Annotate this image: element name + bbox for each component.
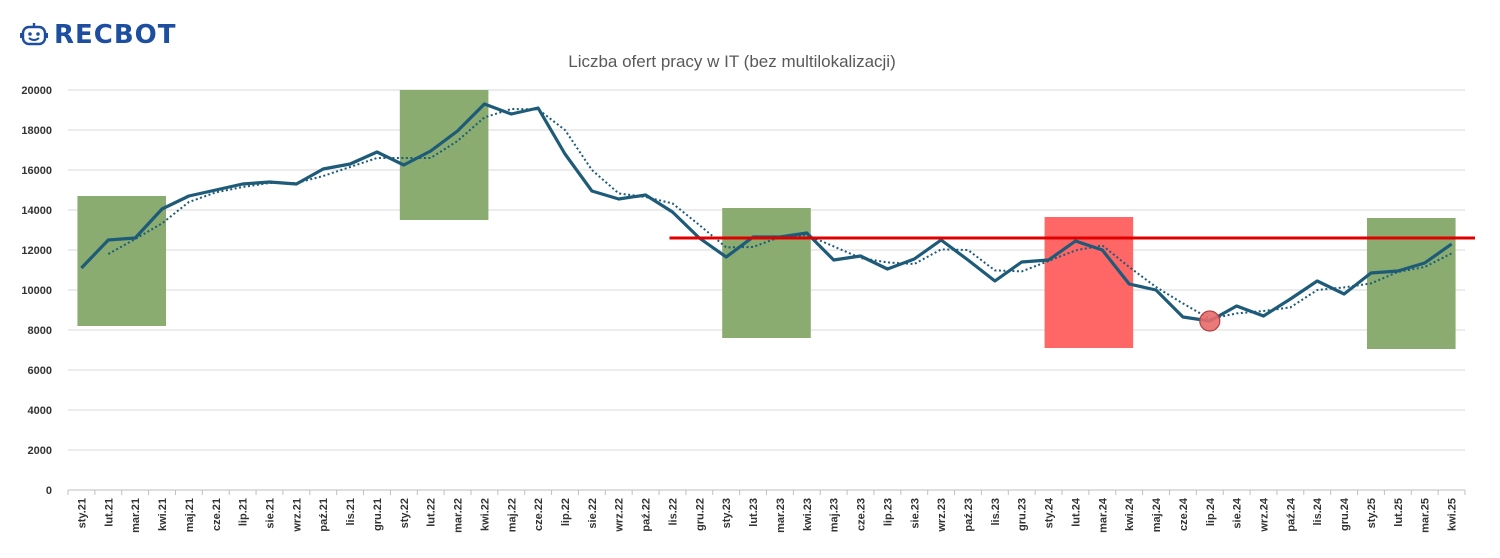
- x-tick-label: kwi.21: [157, 498, 169, 531]
- x-tick-label: sie.22: [587, 498, 599, 529]
- highlight-box: [1366, 218, 1456, 349]
- x-tick-label: kwi.23: [802, 498, 814, 531]
- x-tick-label: kwi.25: [1447, 498, 1459, 531]
- y-tick-label: 6000: [28, 365, 52, 377]
- x-tick-label: lis.23: [990, 498, 1002, 526]
- x-tick-label: mar.24: [1097, 497, 1109, 533]
- x-tick-label: cze.24: [1178, 497, 1190, 531]
- x-tick-label: lip.21: [238, 498, 250, 526]
- trend-line: [107, 108, 1453, 320]
- x-tick-label: cze.22: [533, 498, 545, 531]
- highlight-box: [722, 208, 811, 338]
- highlight-box: [77, 196, 167, 326]
- x-tick-label: sie.23: [909, 498, 921, 529]
- x-tick-label: kwi.24: [1124, 497, 1136, 531]
- x-tick-label: paź.21: [318, 498, 330, 532]
- highlight-marker: [1199, 310, 1221, 332]
- y-tick-label: 14000: [21, 205, 52, 217]
- x-tick-label: lip.24: [1205, 497, 1217, 526]
- x-tick-label: lut.24: [1070, 497, 1082, 527]
- x-tick-label: lis.21: [345, 498, 357, 526]
- x-tick-label: gru.23: [1017, 498, 1029, 531]
- x-tick-label: mar.22: [453, 498, 465, 533]
- x-tick-label: lut.25: [1393, 498, 1405, 527]
- x-tick-label: sie.21: [264, 498, 276, 529]
- y-tick-label: 20000: [21, 85, 52, 97]
- x-tick-label: maj.24: [1151, 497, 1163, 532]
- y-tick-label: 4000: [28, 405, 52, 417]
- y-axis: 0 2000 4000 6000 8000 10000 12000 14000 16000 180…: [21, 85, 52, 497]
- y-tick-label: 8000: [28, 325, 52, 337]
- y-tick-label: 16000: [21, 165, 52, 177]
- x-tick-label: sie.24: [1232, 497, 1244, 528]
- x-tick-label: kwi.22: [479, 498, 491, 531]
- x-tick-label: sty.24: [1044, 497, 1056, 528]
- x-tick-label: paź.24: [1285, 497, 1297, 532]
- x-tick-label: gru.21: [372, 498, 384, 531]
- brand-logo: RECBOT: [20, 18, 177, 52]
- x-tick-label: gru.24: [1339, 497, 1351, 531]
- chart-title: Liczba ofert pracy w IT (bez multilokali…: [568, 52, 896, 71]
- marker-layer: [1199, 310, 1221, 332]
- x-tick-label: lut.22: [426, 498, 438, 527]
- x-tick-label: maj.23: [829, 498, 841, 532]
- x-tick-label: wrz.23: [936, 498, 948, 533]
- brand-name: RECBOT: [54, 20, 177, 50]
- x-tick-label: mar.21: [130, 498, 142, 533]
- x-tick-label: mar.23: [775, 498, 787, 533]
- x-tick-label: mar.25: [1420, 498, 1432, 533]
- x-tick-label: sty.25: [1366, 498, 1378, 528]
- x-tick-label: maj.22: [506, 498, 518, 532]
- highlight-box: [399, 90, 489, 220]
- highlight-boxes: [77, 90, 1456, 349]
- y-tick-label: 18000: [21, 125, 52, 137]
- x-axis: sty.21 lut.21 mar.21 kwi.21 maj.21 cze.21 lip.…: [67, 489, 1466, 533]
- x-tick-label: lis.22: [667, 498, 679, 526]
- y-tick-label: 12000: [21, 245, 52, 257]
- x-tick-label: sty.21: [76, 498, 88, 528]
- x-tick-label: lip.23: [882, 498, 894, 526]
- x-tick-label: lis.24: [1312, 497, 1324, 525]
- x-tick-label: lut.21: [103, 498, 115, 527]
- x-tick-label: sty.22: [399, 498, 411, 528]
- x-tick-label: lip.22: [560, 498, 572, 526]
- x-tick-label: cze.23: [856, 498, 868, 531]
- y-tick-label: 0: [46, 485, 52, 497]
- x-tick-label: gru.22: [694, 498, 706, 531]
- y-tick-label: 2000: [28, 445, 52, 457]
- x-tick-label: paź.23: [963, 498, 975, 532]
- x-tick-label: maj.21: [184, 498, 196, 532]
- x-tick-label: paź.22: [641, 498, 653, 532]
- x-tick-label: wrz.21: [291, 498, 303, 533]
- x-tick-label: lut.23: [748, 498, 760, 527]
- x-tick-label: sty.23: [721, 498, 733, 528]
- y-tick-label: 10000: [21, 285, 52, 297]
- x-tick-label: wrz.22: [614, 498, 626, 533]
- x-tick-label: cze.21: [211, 498, 223, 531]
- robot-face-icon: [20, 23, 48, 46]
- x-tick-label: wrz.24: [1259, 497, 1271, 533]
